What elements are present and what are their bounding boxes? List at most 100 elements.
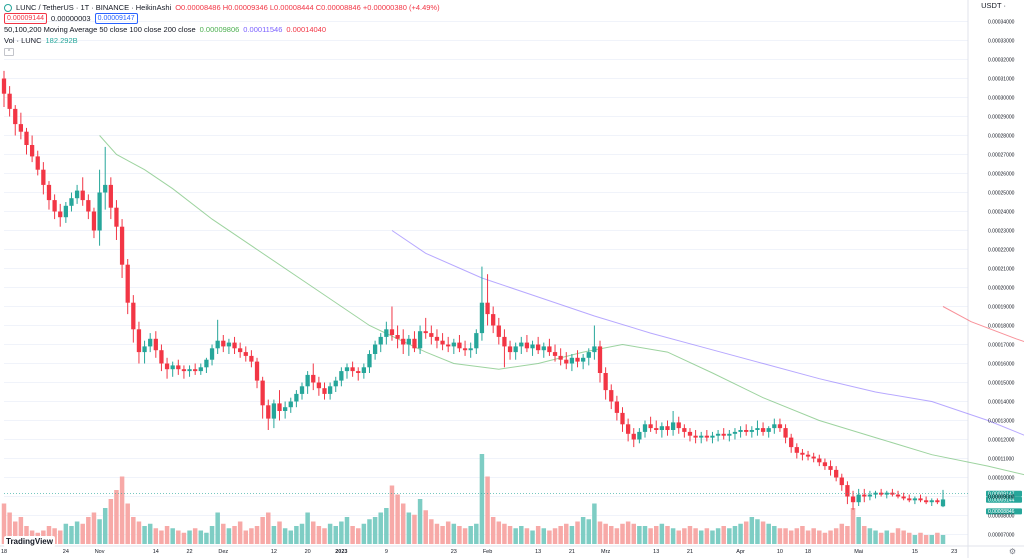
candle-body [766,428,771,432]
volume-bar [18,517,24,544]
symbol-title[interactable]: LUNC / TetherUS · 1T · BINANCE · HeikinA… [16,3,172,12]
volume-bar [468,526,473,544]
candle-body [97,192,102,231]
volume-bar [361,523,367,544]
time-tick-label: 12 [271,549,277,555]
time-tick-label: 21 [687,549,693,555]
candle-body [389,329,395,335]
volume-bar [159,530,164,544]
ohlc-values: O0.00008486 H0.00009346 L0.00008444 C0.0… [175,3,440,12]
volume-bar [513,528,518,544]
price-tick-label: 0.00032000 [988,58,1015,64]
candle-body [935,500,940,503]
candle-body [710,435,715,438]
price-tick-label: 0.00026000 [988,172,1015,178]
time-tick-label: 13 [535,549,541,555]
volume-bar [131,517,136,544]
volume-bar [232,526,237,544]
candle-body [907,498,912,501]
volume-bar [783,528,788,544]
volume-bar [344,517,350,544]
volume-bar [294,526,299,544]
price-tag [986,508,1022,515]
candle-body [569,357,575,364]
volume-bar [687,526,693,544]
volume-bar [895,528,901,544]
legend-ma-row[interactable]: 50,100,200 Moving Average 50 close 100 c… [4,24,440,35]
candle-body [637,431,642,440]
candle-body [260,380,265,406]
legend-volume-row[interactable]: Vol · LUNC 182.292B [4,35,440,46]
volume-bar [856,517,861,544]
volume-bar [890,532,895,544]
price-tick-label: 0.00031000 [988,77,1015,83]
time-tick-label: 10 [777,549,783,555]
time-tick-label: 18 [1,549,7,555]
candle-body [783,428,788,438]
volume-bar [535,526,541,544]
sell-button[interactable]: 0.00009144 [4,13,47,24]
candle-body [670,422,676,430]
volume-bar [839,523,845,544]
volume-bar [457,526,462,544]
candle-body [850,496,856,503]
volume-bar [209,526,215,544]
volume-bar [620,523,625,544]
volume-bar [69,526,74,544]
buy-button[interactable]: 0.00009147 [94,13,138,24]
candle-body [687,431,693,436]
candle-body [609,390,614,402]
time-tick-label: 23 [951,549,957,555]
volume-bar [176,530,181,544]
volume-indicator-label[interactable]: Vol · LUNC [4,36,42,45]
volume-bar [907,532,912,544]
candle-body [715,433,721,436]
collapse-legend-button[interactable]: ^ [4,47,14,56]
price-tick-label: 0.00022000 [988,248,1015,254]
candle-body [103,184,108,193]
candle-body [940,499,946,507]
settings-gear-icon[interactable]: ⚙ [1008,547,1016,556]
candle-body [800,452,805,455]
volume-bar [788,530,794,544]
candle-body [755,428,760,430]
price-tick-label: 0.00024000 [988,210,1015,216]
candle-body [136,329,142,353]
volume-bar [417,499,423,544]
price-tick-label: 0.00019000 [988,305,1015,311]
candle-body [867,494,873,497]
candle-body [339,371,344,381]
candle-body [434,336,440,341]
candle-body [732,431,738,434]
volume-bar [339,521,344,544]
ma-indicator-label[interactable]: 50,100,200 Moving Average 50 close 100 c… [4,25,196,34]
candle-body [575,357,580,362]
candle-body [1,78,7,94]
time-tick-label: 14 [153,549,159,555]
candle-body [597,346,603,373]
time-tick-label: 2023 [335,549,347,555]
time-tick-label: Nov [95,549,105,555]
currency-selector[interactable]: USDT · [981,1,1006,10]
volume-bar [614,528,620,544]
candle-body [74,190,80,199]
time-tick-label: Feb [483,549,492,555]
candle-body [108,184,113,208]
time-tick-label: Mai [854,549,863,555]
volume-bar [642,526,648,544]
volume-bar [850,508,856,544]
volume-bar [142,526,147,544]
time-axis: 18 24 Nov 14 22 Dez 12 20 2023 9 23 Feb 13 21 Mrz 13 21 A… [1,549,957,555]
volume-bar [474,523,479,544]
volume-bar [367,519,372,544]
volume-bar [704,528,710,544]
candle-body [856,494,861,503]
volume-bar [710,530,715,544]
candle-body [507,346,513,353]
candle-body [378,336,383,345]
time-tick-label: 22 [186,549,192,555]
price-tick-label: 0.00016000 [988,362,1015,368]
candle-body [834,469,839,478]
